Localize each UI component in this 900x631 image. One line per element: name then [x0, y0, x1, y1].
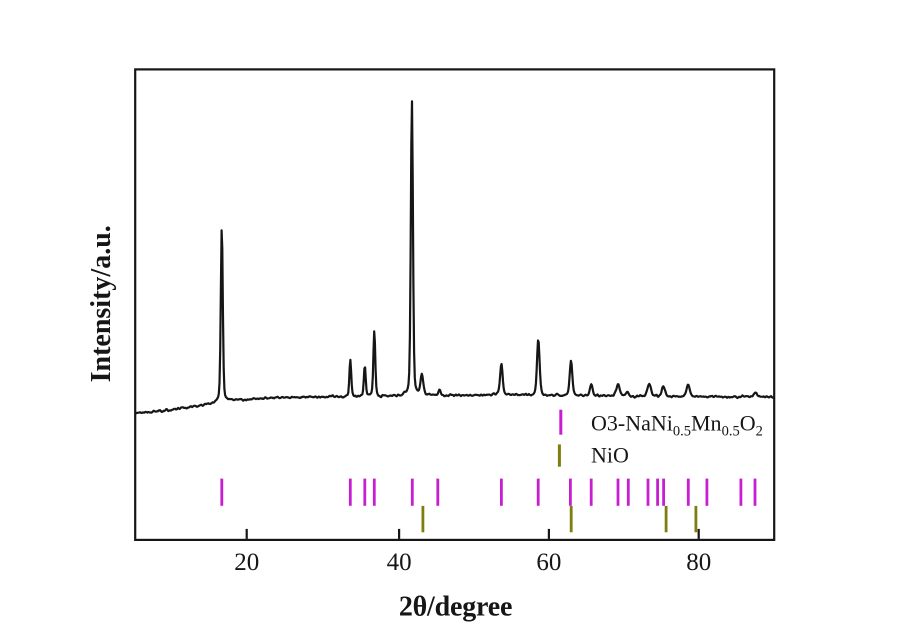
svg-text:80: 80 — [686, 549, 711, 576]
svg-text:40: 40 — [387, 549, 412, 576]
svg-text:NiO: NiO — [591, 443, 629, 468]
svg-text:60: 60 — [536, 549, 561, 576]
svg-text:Intensity/a.u.: Intensity/a.u. — [86, 225, 117, 382]
svg-text:2θ/degree: 2θ/degree — [399, 592, 512, 623]
svg-text:20: 20 — [234, 549, 259, 576]
